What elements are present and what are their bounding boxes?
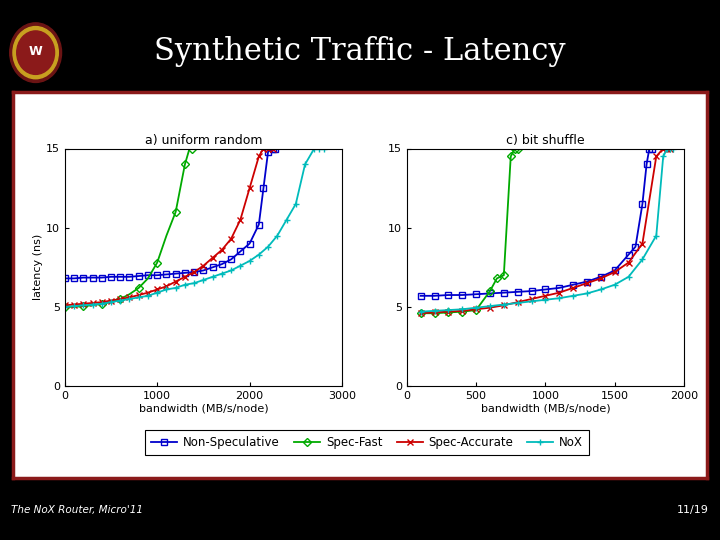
Legend: Non-Speculative, Spec-Fast, Spec-Accurate, NoX: Non-Speculative, Spec-Fast, Spec-Accurat… bbox=[145, 430, 589, 455]
Circle shape bbox=[17, 31, 55, 75]
Title: c) bit shuffle: c) bit shuffle bbox=[506, 134, 585, 147]
Text: The NoX Router, Micro'11: The NoX Router, Micro'11 bbox=[11, 505, 143, 515]
X-axis label: bandwidth (MB/s/node): bandwidth (MB/s/node) bbox=[480, 404, 611, 414]
Text: 11/19: 11/19 bbox=[678, 505, 709, 515]
Circle shape bbox=[10, 23, 61, 83]
Title: a) uniform random: a) uniform random bbox=[145, 134, 262, 147]
X-axis label: bandwidth (MB/s/node): bandwidth (MB/s/node) bbox=[138, 404, 269, 414]
Text: W: W bbox=[29, 45, 42, 58]
Y-axis label: latency (ns): latency (ns) bbox=[33, 234, 43, 300]
Text: Synthetic Traffic - Latency: Synthetic Traffic - Latency bbox=[154, 36, 566, 67]
Circle shape bbox=[13, 26, 58, 79]
